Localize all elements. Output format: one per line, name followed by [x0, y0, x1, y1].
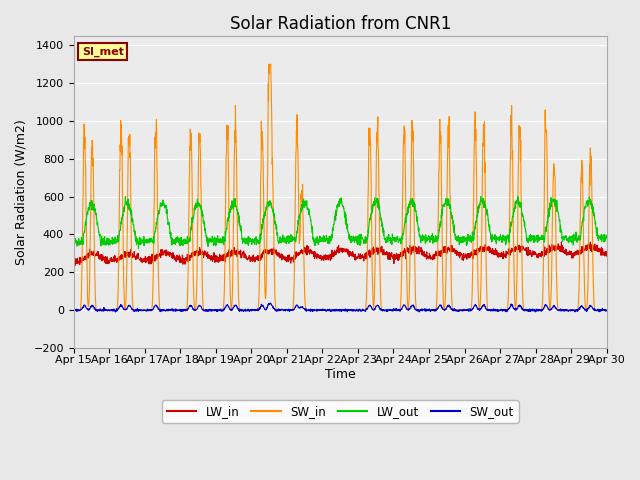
SW_out [219, 308, 227, 313]
LW_in [556, 248, 564, 254]
LW_out [514, 194, 522, 200]
SW_in [265, 61, 273, 67]
SW_in [556, 307, 564, 312]
LW_out [571, 234, 579, 240]
X-axis label: Time: Time [325, 368, 356, 381]
SW_in [495, 307, 503, 312]
SW_out [111, 309, 119, 315]
LW_out [70, 238, 77, 243]
LW_out [219, 235, 227, 240]
LW_in [70, 258, 77, 264]
Line: SW_in: SW_in [74, 64, 607, 310]
Line: SW_out: SW_out [74, 303, 607, 312]
LW_in [71, 263, 79, 268]
SW_in [603, 307, 611, 312]
LW_out [367, 211, 375, 216]
LW_in [219, 258, 227, 264]
SW_out [571, 307, 579, 313]
SW_out [367, 304, 375, 310]
LW_in [557, 239, 565, 245]
LW_out [134, 246, 142, 252]
LW_in [495, 253, 503, 259]
Y-axis label: Solar Radiation (W/m2): Solar Radiation (W/m2) [15, 119, 28, 264]
Title: Solar Radiation from CNR1: Solar Radiation from CNR1 [230, 15, 451, 33]
SW_out [603, 308, 611, 314]
LW_out [356, 235, 364, 240]
SW_in [218, 307, 226, 312]
SW_in [356, 307, 364, 312]
Legend: LW_in, SW_in, LW_out, SW_out: LW_in, SW_in, LW_out, SW_out [162, 400, 518, 423]
Line: LW_out: LW_out [74, 197, 607, 249]
LW_in [367, 252, 375, 257]
SW_in [70, 307, 77, 312]
LW_in [356, 256, 364, 262]
SW_out [495, 308, 503, 313]
SW_out [556, 307, 564, 312]
SW_out [356, 307, 364, 312]
LW_out [495, 235, 503, 240]
SW_out [266, 300, 274, 306]
LW_out [556, 219, 564, 225]
Text: SI_met: SI_met [82, 47, 124, 57]
SW_in [571, 307, 579, 312]
LW_out [603, 234, 611, 240]
SW_out [70, 308, 77, 314]
Line: LW_in: LW_in [74, 242, 607, 265]
LW_in [603, 253, 611, 259]
SW_in [367, 180, 375, 185]
LW_in [571, 253, 579, 259]
